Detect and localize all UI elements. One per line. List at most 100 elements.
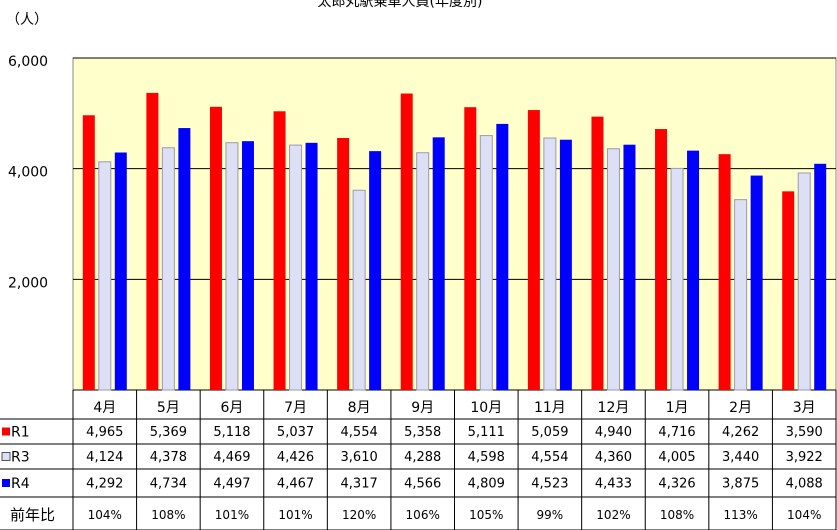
bar: [225, 142, 239, 391]
table-value: 5,111: [468, 425, 505, 440]
legend-label: R4: [11, 476, 30, 492]
bar: [782, 191, 795, 390]
x-tick-label: 2月: [729, 400, 752, 416]
bar: [98, 161, 112, 391]
y-unit: （人）: [6, 12, 48, 28]
bar: [814, 163, 827, 390]
bar: [543, 137, 557, 391]
bar: [559, 139, 572, 390]
table-value: 5,358: [404, 425, 441, 440]
table-value: 4,088: [786, 477, 823, 492]
y-tick-label: 6,000: [8, 54, 48, 70]
table-value: 4,497: [213, 477, 250, 492]
table-value: 5,059: [531, 425, 568, 440]
table-value: 4,288: [404, 450, 441, 465]
table-value: 3,590: [786, 425, 823, 440]
table-value: 4,378: [150, 450, 187, 465]
yoy-value: 104%: [88, 508, 122, 522]
table-value: 3,922: [786, 450, 823, 465]
yoy-value: 102%: [596, 508, 630, 522]
table-value: 4,554: [341, 425, 378, 440]
bar: [369, 151, 382, 390]
bar: [655, 129, 668, 390]
table-value: 5,118: [213, 425, 250, 440]
bar: [416, 152, 430, 391]
bar: [687, 150, 700, 390]
bar: [623, 144, 636, 390]
bar: [797, 172, 811, 391]
yoy-label: 前年比: [10, 506, 55, 524]
bar: [432, 137, 445, 390]
table-value: 4,965: [86, 425, 123, 440]
table-value: 5,037: [277, 425, 314, 440]
bar: [606, 148, 620, 391]
table-value: 4,433: [595, 477, 632, 492]
yoy-value: 101%: [215, 508, 249, 522]
x-tick-label: 7月: [284, 400, 307, 416]
table-value: 4,523: [531, 477, 568, 492]
yoy-value: 108%: [660, 508, 694, 522]
bar: [464, 107, 477, 390]
table-value: 3,610: [341, 450, 378, 465]
bar: [337, 138, 350, 390]
bar: [209, 106, 222, 390]
bar: [496, 123, 509, 390]
bar: [479, 135, 493, 391]
x-tick-label: 4月: [93, 400, 116, 416]
yoy-value: 104%: [787, 508, 821, 522]
table-value: 4,124: [86, 450, 123, 465]
bar: [114, 152, 127, 390]
legend-swatch: [1, 452, 11, 461]
table-value: 3,875: [722, 477, 759, 492]
x-tick-label: 1月: [666, 400, 689, 416]
x-tick-label: 12月: [598, 400, 630, 416]
table-value: 4,469: [213, 450, 250, 465]
table-value: 4,809: [468, 477, 505, 492]
yoy-value: 120%: [342, 508, 376, 522]
bar: [352, 189, 366, 391]
table-value: 4,360: [595, 450, 632, 465]
bar: [734, 199, 748, 391]
bar: [289, 144, 303, 391]
x-tick-label: 3月: [793, 400, 816, 416]
bar: [670, 167, 684, 391]
table-value: 4,566: [404, 477, 441, 492]
x-tick-label: 9月: [411, 400, 434, 416]
bar: [718, 154, 731, 390]
table-value: 4,467: [277, 477, 314, 492]
table-value: 4,598: [468, 450, 505, 465]
table-value: 4,326: [658, 477, 695, 492]
table-value: 5,369: [150, 425, 187, 440]
table-value: 4,262: [722, 425, 759, 440]
plot-area: [72, 57, 837, 391]
bar: [750, 175, 763, 390]
bar: [178, 128, 191, 390]
table-value: 3,440: [722, 450, 759, 465]
chart-title: 太郎丸駅乗車人員(年度別): [318, 0, 483, 10]
bar: [527, 110, 540, 390]
legend-label: R1: [11, 425, 30, 441]
bar: [591, 116, 604, 391]
yoy-value: 101%: [278, 508, 312, 522]
yoy-value: 99%: [537, 508, 564, 522]
bar: [146, 92, 159, 390]
bar: [273, 111, 286, 390]
legend-swatch: [2, 479, 10, 487]
table-value: 4,716: [658, 425, 695, 440]
yoy-value: 105%: [469, 508, 503, 522]
yoy-value: 106%: [406, 508, 440, 522]
legend-swatch: [2, 427, 10, 436]
table-value: 4,554: [531, 450, 568, 465]
bar: [400, 93, 413, 391]
x-tick-label: 5月: [157, 400, 180, 416]
table-value: 4,940: [595, 425, 632, 440]
x-tick-label: 11月: [534, 400, 566, 416]
bar: [82, 115, 95, 391]
table-value: 4,734: [150, 477, 187, 492]
table-value: 4,005: [658, 450, 695, 465]
table-value: 4,426: [277, 450, 314, 465]
x-tick-label: 10月: [470, 400, 502, 416]
x-tick-label: 6月: [220, 400, 243, 416]
y-tick-label: 4,000: [8, 165, 48, 181]
